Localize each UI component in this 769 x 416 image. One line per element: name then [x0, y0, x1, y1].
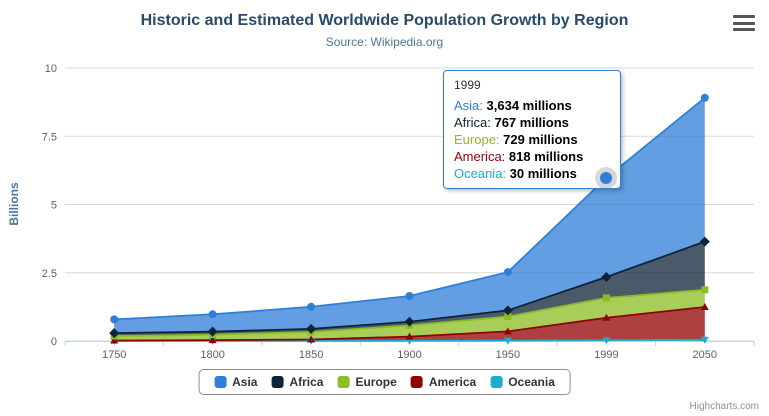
legend-swatch-icon	[337, 376, 350, 388]
legend-swatch-icon	[271, 376, 284, 388]
tooltip-header: 1999	[454, 78, 481, 92]
legend-swatch-icon	[490, 376, 503, 388]
tooltip-row-america: America: 818 millions	[454, 148, 610, 165]
tooltip-row-africa: Africa: 767 millions	[454, 114, 610, 131]
tooltip-series-name: Europe:	[454, 132, 504, 147]
tooltip: 1999 Asia: 3,634 millions Africa: 767 mil…	[443, 70, 621, 189]
marker-africa[interactable]	[404, 316, 415, 327]
hamburger-icon	[733, 28, 755, 31]
marker-asia[interactable]	[110, 315, 119, 324]
hamburger-icon	[733, 21, 755, 25]
x-axis-tick-label: 1800	[200, 349, 224, 361]
tooltip-series-name: Africa:	[454, 115, 495, 130]
marker-europe[interactable]	[602, 294, 610, 302]
marker-europe[interactable]	[701, 286, 709, 294]
legend-label: America	[428, 375, 477, 389]
y-axis-tick-label: 2.5	[42, 268, 57, 280]
marker-america[interactable]	[503, 327, 512, 335]
x-axis-tick-label: 1999	[594, 349, 618, 361]
marker-america[interactable]	[700, 303, 709, 310]
tooltip-series-value: 767 millions	[494, 115, 569, 130]
marker-africa[interactable]	[502, 305, 513, 316]
marker-america[interactable]	[602, 313, 611, 321]
x-axis-tick-label: 1750	[102, 349, 126, 361]
marker-africa[interactable]	[699, 236, 710, 247]
tooltip-series-name: America:	[454, 149, 509, 164]
marker-oceania[interactable]	[602, 337, 611, 345]
tooltip-series-name: Oceania:	[454, 166, 510, 181]
marker-america[interactable]	[208, 336, 217, 344]
y-axis-tick-label: 7.5	[42, 131, 57, 143]
marker-asia[interactable]	[307, 302, 316, 311]
marker-america[interactable]	[405, 332, 414, 340]
area-asia[interactable]	[114, 97, 705, 334]
chart-title: Historic and Estimated Worldwide Populat…	[140, 12, 629, 29]
x-axis-tick-label: 1850	[299, 349, 323, 361]
tooltip-series-name: Asia:	[454, 98, 487, 113]
area-america[interactable]	[114, 307, 705, 341]
marker-europe[interactable]	[504, 313, 512, 320]
marker-africa[interactable]	[109, 328, 120, 339]
x-axis-tick-label: 1900	[397, 349, 421, 361]
x-axis-tick-label: 2050	[693, 349, 717, 361]
marker-africa[interactable]	[207, 326, 218, 337]
marker-asia[interactable]	[405, 292, 414, 300]
marker-asia[interactable]	[700, 93, 709, 102]
x-axis-tick-label: 1950	[496, 349, 520, 361]
legend-label: Asia	[232, 375, 258, 389]
tooltip-series-value: 729 millions	[503, 132, 578, 147]
area-africa[interactable]	[114, 241, 705, 336]
legend-swatch-icon	[214, 376, 227, 388]
tooltip-series-value: 818 millions	[508, 149, 584, 164]
marker-africa[interactable]	[306, 323, 317, 334]
y-axis-tick-label: 5	[51, 200, 57, 212]
marker-africa[interactable]	[601, 272, 612, 282]
legend: Asia Africa Europe America Oceania	[198, 369, 571, 395]
credits-link[interactable]: Highcharts.com	[689, 401, 759, 412]
legend-swatch-icon	[410, 376, 423, 388]
marker-asia[interactable]	[503, 268, 512, 277]
legend-item-africa[interactable]: Africa	[271, 375, 323, 389]
legend-label: Oceania	[508, 375, 555, 389]
tooltip-row-asia: Asia: 3,634 millions	[454, 97, 610, 114]
tooltip-rows: Asia: 3,634 millions Africa: 767 millions…	[454, 97, 610, 182]
tooltip-row-oceania: Oceania: 30 millions	[454, 165, 610, 182]
marker-oceania[interactable]	[503, 337, 512, 345]
export-menu-button[interactable]	[733, 15, 755, 31]
tooltip-series-value: 30 millions	[509, 166, 577, 181]
y-axis-tick-label: 0	[51, 336, 57, 348]
legend-item-oceania[interactable]: Oceania	[490, 375, 555, 389]
chart-subtitle: Source: Wikipedia.org	[325, 35, 444, 49]
legend-label: Europe	[355, 375, 397, 389]
marker-asia[interactable]	[208, 310, 217, 319]
hamburger-icon	[733, 15, 755, 18]
marker-america[interactable]	[110, 336, 119, 344]
legend-item-europe[interactable]: Europe	[337, 375, 397, 389]
y-axis-tick-label: 10	[45, 63, 57, 75]
marker-america[interactable]	[307, 335, 316, 343]
tooltip-series-value: 3,634 millions	[486, 98, 572, 113]
legend-label: Africa	[289, 375, 324, 389]
marker-oceania[interactable]	[700, 336, 709, 344]
tooltip-row-europe: Europe: 729 millions	[454, 131, 610, 148]
legend-item-america[interactable]: America	[410, 375, 477, 389]
legend-item-asia[interactable]: Asia	[214, 375, 257, 389]
